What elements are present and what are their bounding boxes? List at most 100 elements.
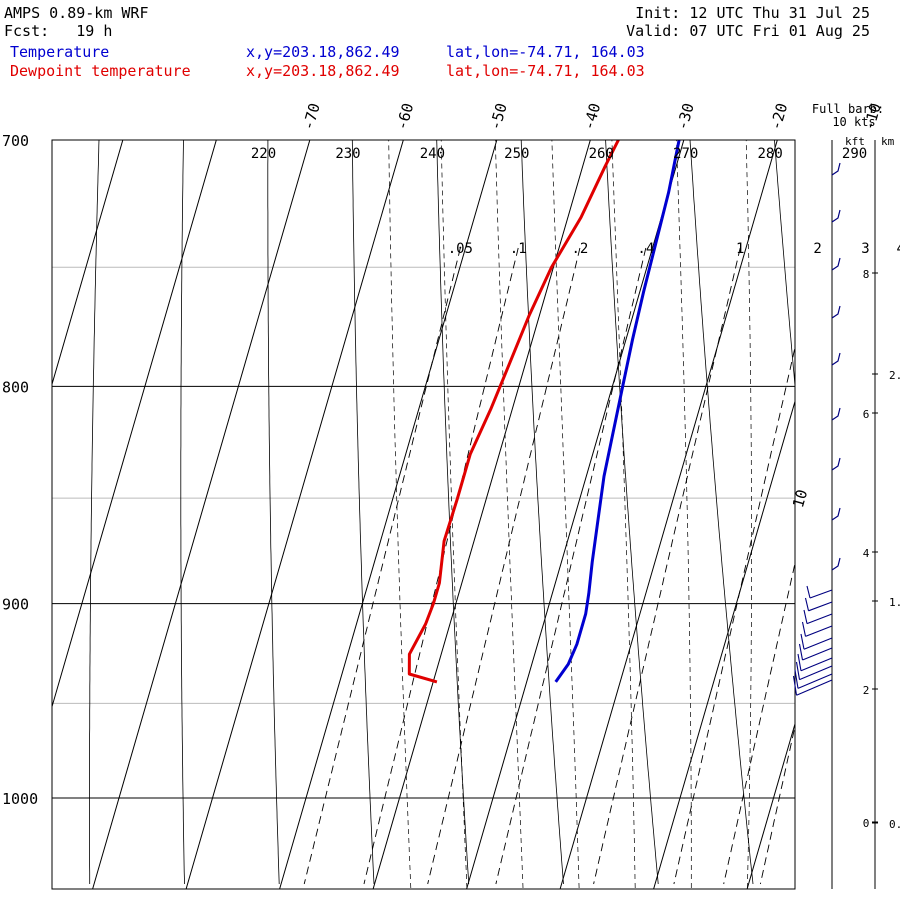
dry-adiabat-line (89, 140, 100, 884)
dewpoint-legend-label: Dewpoint temperature (10, 62, 191, 80)
wind-barb (831, 407, 841, 421)
mixing-ratio-line (759, 724, 795, 885)
temperature-legend-label: Temperature (10, 43, 110, 61)
wind-barb (799, 665, 833, 681)
background-lines (0, 114, 900, 889)
dry-adiabat-label: 230 (335, 146, 360, 162)
wind-barb (831, 457, 841, 471)
km-unit-label: km (881, 135, 895, 148)
isotherm-tick-label: -70 (299, 101, 324, 132)
isotherm-line (279, 140, 498, 889)
moist-adiabat-line (611, 140, 636, 889)
km-tick-label: 0. (889, 818, 900, 831)
mixing-ratio-line (723, 561, 795, 885)
mixing-ratio-line (673, 345, 795, 885)
wind-barb-flag (798, 643, 804, 661)
kft-unit-label: kft (845, 135, 865, 148)
km-tick-label: 1. (889, 596, 900, 609)
pressure-tick-label: 1000 (2, 790, 38, 808)
km-tick-label: 2. (889, 369, 900, 382)
pressure-tick-label: 800 (2, 378, 29, 396)
kft-tick-label: 2 (863, 684, 870, 697)
dry-adiabat-line (351, 140, 375, 885)
wind-barb (808, 601, 833, 612)
isotherm-line (466, 140, 685, 889)
wind-barb-flag (801, 621, 807, 637)
dewpoint-profile-line (407, 140, 620, 684)
isotherm-tick-label: -50 (486, 101, 511, 132)
pressure-tick-label: 900 (2, 596, 29, 614)
wind-barb (796, 679, 833, 696)
moist-adiabat-line (676, 140, 692, 888)
dry-adiabat-label: 250 (504, 146, 529, 162)
isotherm-tick-label: -60 (393, 101, 418, 132)
wind-barb (831, 305, 841, 319)
wind-barb (806, 613, 833, 625)
dry-adiabat-line (605, 140, 659, 885)
wind-barb-flag (797, 653, 802, 671)
mixing-ratio-label: 1 (736, 241, 744, 257)
mixing-ratio-label: .2 (571, 241, 588, 257)
mixing-ratio-label: .1 (510, 241, 527, 257)
wind-barb (803, 637, 833, 650)
isotherm-line (92, 140, 311, 889)
wind-barb-flag (803, 609, 808, 624)
isotherm-line (52, 140, 217, 709)
axis-labels: 7008009001000-70-60-50-40-30-20-10010220… (2, 101, 900, 808)
isotherm-line (653, 399, 795, 889)
wind-barb-flag (795, 661, 801, 680)
isotherm-line (52, 140, 124, 387)
dewpoint-latlon-readout: lat,lon=-74.71, 164.03 (446, 62, 645, 80)
wind-barb (831, 209, 841, 223)
dry-adiabat-line (520, 140, 564, 885)
kft-tick-label: 4 (863, 547, 870, 560)
temperature-latlon-readout: lat,lon=-74.71, 164.03 (446, 43, 645, 61)
isotherm-tick-label: 10 (789, 487, 811, 509)
wind-barb (831, 352, 841, 366)
dry-adiabat-line (267, 140, 280, 885)
wind-barb (805, 625, 833, 637)
barb-legend-value: 10 kts (832, 115, 875, 129)
isotherm-line (185, 140, 404, 889)
mixing-ratio-label: 3 (861, 241, 869, 257)
kft-tick-label: 6 (863, 408, 870, 421)
mixing-ratio-line (303, 247, 461, 885)
model-title: AMPS 0.89-km WRF (4, 4, 149, 22)
isotherm-line (559, 140, 778, 889)
wind-barb (831, 507, 841, 521)
dry-adiabat-line (689, 140, 754, 885)
dry-adiabat-label: 260 (589, 146, 614, 162)
isotherm-line (0, 140, 29, 889)
wind-barb-column: Full barb:10 kts kft km 8 6 4 2 0 2. 1. 0. (792, 102, 900, 889)
wind-barb (802, 647, 833, 661)
mixing-ratio-label: 2 (813, 241, 821, 257)
wind-barb (809, 589, 833, 599)
moist-adiabat-line (440, 140, 468, 889)
valid-time: Valid: 07 UTC Fri 01 Aug 25 (626, 22, 870, 40)
mixing-ratio-line (427, 247, 581, 885)
wind-barb-flag (794, 669, 799, 689)
wind-barb (831, 257, 841, 271)
dry-adiabat-line (0, 140, 15, 884)
temperature-profile-line (554, 140, 681, 683)
wind-barb (800, 657, 833, 672)
kft-tick-label: 8 (863, 268, 870, 281)
pressure-tick-label: 700 (2, 132, 29, 150)
mixing-ratio-label: .4 (637, 241, 654, 257)
moist-adiabat-line (860, 114, 900, 889)
dry-adiabat-line (774, 140, 795, 391)
isotherm-line (746, 722, 795, 889)
kft-tick-label: 0 (863, 817, 870, 830)
mixing-ratio-line (593, 247, 741, 885)
moist-adiabat-line (745, 140, 752, 889)
mixing-ratio-label: 4 (897, 241, 900, 257)
isotherm-tick-label: -20 (767, 101, 792, 132)
isotherm-tick-label: -30 (673, 101, 698, 132)
wind-barb (797, 673, 833, 689)
init-time: Init: 12 UTC Thu 31 Jul 25 (635, 4, 870, 22)
forecast-hour: Fcst: 19 h (4, 22, 113, 40)
isotherm-line (372, 140, 591, 889)
wind-barb (831, 162, 841, 176)
dewpoint-xy-readout: x,y=203.18,862.49 (246, 62, 400, 80)
moist-adiabat-line (495, 140, 524, 889)
